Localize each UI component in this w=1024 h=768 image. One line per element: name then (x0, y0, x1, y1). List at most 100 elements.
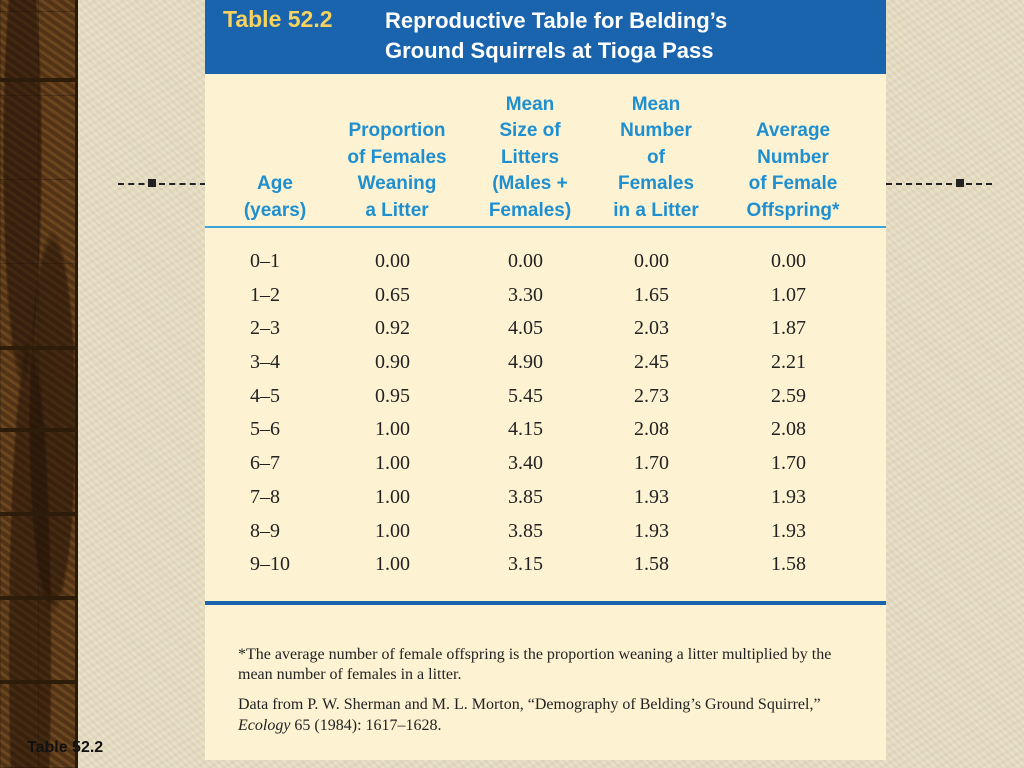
table-row: 2–3 0.92 4.05 2.03 1.87 (205, 317, 886, 351)
decorative-dot-left (148, 179, 156, 187)
table-title: Reproductive Table for Belding’s Ground … (385, 6, 865, 66)
slide-caption: Table 52.2 (27, 739, 104, 756)
decorative-dashed-line-right (886, 183, 992, 185)
table-body: 0–1 0.00 0.00 0.00 0.00 1–2 0.65 3.30 1.65 1.07 2–… (205, 250, 886, 587)
column-header-line: Mean (631, 93, 681, 115)
table-number: Table 52.2 (223, 6, 333, 32)
table-title-line: Reproductive Table for Belding’s (385, 8, 728, 33)
age-cell: 0–1 (250, 250, 280, 272)
column-header-line: Size of (499, 120, 561, 141)
column-header-line: Offspring* (746, 199, 840, 221)
strip-divider (0, 428, 78, 432)
value-cell: 1.00 (375, 418, 410, 441)
column-header-line: Litters (500, 146, 560, 168)
strip-divider (0, 596, 78, 600)
column-header: Mean Number of Females in a Litter (586, 92, 726, 225)
value-cell: 3.30 (508, 283, 543, 306)
column-header: Age (years) (220, 171, 330, 224)
value-cell: 1.00 (375, 452, 410, 475)
value-cell: 5.45 (508, 384, 543, 407)
value-cell: 0.00 (508, 250, 543, 272)
value-cell: 3.40 (508, 452, 543, 475)
strip-divider (0, 512, 78, 516)
age-cell: 4–5 (250, 384, 280, 407)
column-header-line: Age (257, 173, 293, 194)
column-header-line: in a Litter (613, 199, 699, 221)
value-cell: 0.00 (634, 250, 669, 272)
value-cell: 1.07 (771, 283, 806, 306)
strip-divider (0, 78, 78, 82)
value-cell: 1.70 (771, 452, 806, 475)
column-header: Proportion of Females Weaning a Litter (322, 118, 472, 224)
value-cell: 1.00 (375, 519, 410, 542)
column-header: Mean Size of Litters (Males + Females) (470, 92, 590, 225)
column-header-line: (years) (243, 199, 307, 221)
column-header-line: of Female (748, 173, 838, 194)
table-title-line: Ground Squirrels at Tioga Pass (385, 38, 714, 63)
table-row: 4–5 0.95 5.45 2.73 2.59 (205, 385, 886, 419)
value-cell: 0.92 (375, 317, 410, 340)
age-cell: 8–9 (250, 519, 280, 542)
strip-divider (0, 346, 78, 350)
value-cell: 1.65 (634, 283, 669, 306)
value-cell: 0.00 (375, 250, 410, 272)
age-cell: 5–6 (250, 418, 280, 441)
value-cell: 2.73 (634, 384, 669, 407)
age-cell: 2–3 (250, 317, 280, 340)
table-row: 3–4 0.90 4.90 2.45 2.21 (205, 351, 886, 385)
column-header-line: Mean (505, 93, 555, 115)
value-cell: 1.93 (771, 485, 806, 508)
strip-divider (0, 680, 78, 684)
decorative-dot-right (956, 179, 964, 187)
age-cell: 3–4 (250, 351, 280, 374)
table-source: Data from P. W. Sherman and M. L. Morton… (238, 695, 858, 736)
table-row: 7–8 1.00 3.85 1.93 1.93 (205, 486, 886, 520)
table-row: 0–1 0.00 0.00 0.00 0.00 (205, 250, 886, 284)
table-row: 9–10 1.00 3.15 1.58 1.58 (205, 553, 886, 587)
table-row: 6–7 1.00 3.40 1.70 1.70 (205, 452, 886, 486)
age-cell: 9–10 (250, 553, 290, 576)
value-cell: 4.90 (508, 351, 543, 374)
column-header-line: Weaning (357, 173, 437, 194)
value-cell: 4.15 (508, 418, 543, 441)
value-cell: 0.90 (375, 351, 410, 374)
table-footnote: *The average number of female offspring … (238, 646, 832, 683)
value-cell: 0.65 (375, 283, 410, 306)
value-cell: 2.59 (771, 384, 806, 407)
value-cell: 1.93 (634, 485, 669, 508)
value-cell: 1.00 (375, 553, 410, 576)
source-text: Data from P. W. Sherman and M. L. Morton… (238, 696, 821, 713)
value-cell: 1.93 (634, 519, 669, 542)
value-cell: 2.08 (634, 418, 669, 441)
age-cell: 6–7 (250, 452, 280, 475)
header-rule (205, 226, 886, 228)
table-row: 1–2 0.65 3.30 1.65 1.07 (205, 284, 886, 318)
value-cell: 2.21 (771, 351, 806, 374)
column-header: Average Number of Female Offspring* (718, 118, 868, 224)
value-cell: 1.00 (375, 485, 410, 508)
value-cell: 1.70 (634, 452, 669, 475)
table-card: Table 52.2 Reproductive Table for Beldin… (205, 0, 886, 760)
value-cell: 1.87 (771, 317, 806, 340)
value-cell: 4.05 (508, 317, 543, 340)
age-cell: 7–8 (250, 485, 280, 508)
value-cell: 0.00 (771, 250, 806, 272)
source-journal: Ecology (238, 716, 291, 734)
table-row: 8–9 1.00 3.85 1.93 1.93 (205, 520, 886, 554)
column-header-line: Females) (488, 199, 572, 221)
column-header-line: of Females (347, 146, 447, 168)
column-header-line: Proportion (348, 120, 446, 141)
decorative-dashed-line-left (118, 183, 206, 185)
value-cell: 2.03 (634, 317, 669, 340)
age-cell: 1–2 (250, 283, 280, 306)
column-headers: Age (years) Proportion of Females Weaning a L… (205, 92, 886, 224)
value-cell: 3.85 (508, 519, 543, 542)
value-cell: 1.58 (771, 553, 806, 576)
value-cell: 0.95 (375, 384, 410, 407)
column-header-line: Females (617, 173, 695, 194)
table-bottom-rule (205, 601, 886, 605)
value-cell: 2.45 (634, 351, 669, 374)
source-text: 65 (1984): 1617–1628. (290, 716, 442, 734)
column-header-line: (Males + (492, 173, 568, 194)
value-cell: 3.15 (508, 553, 543, 576)
